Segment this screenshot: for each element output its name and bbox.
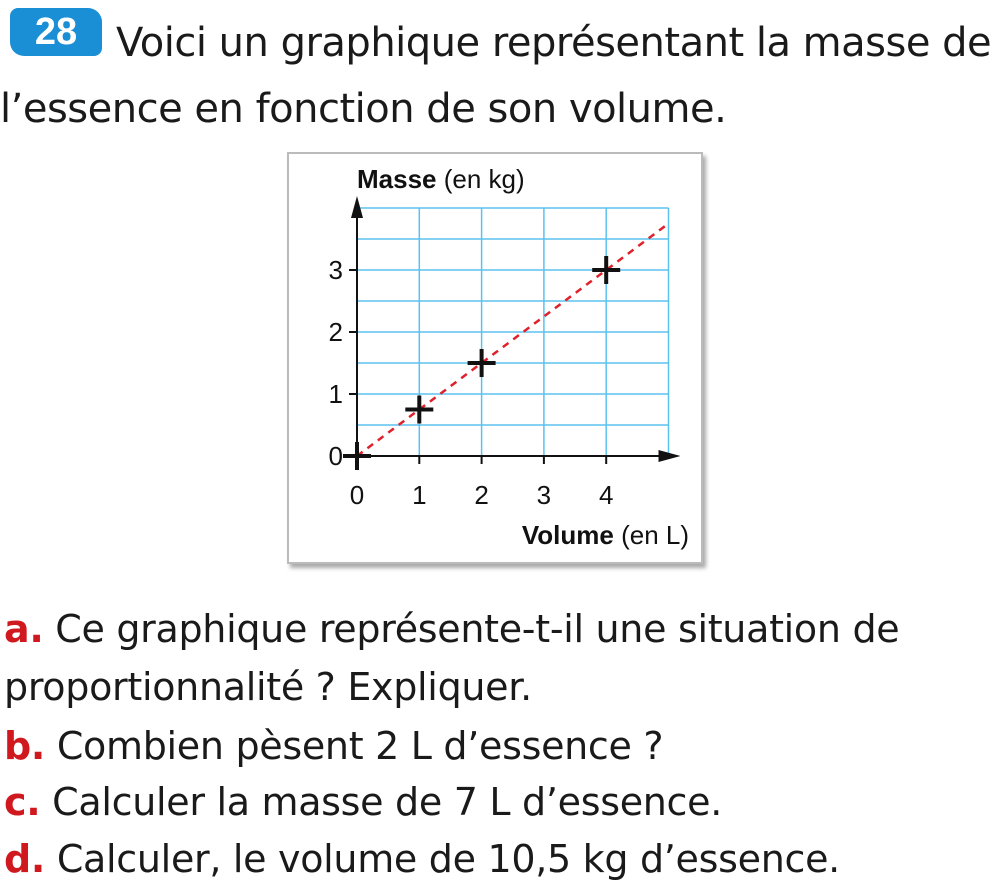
question-letter: d.	[4, 837, 46, 881]
question-letter: b.	[4, 724, 46, 768]
data-point-cross	[592, 256, 621, 284]
chart-frame: 0 1 2 3 4 0 1 2 3 Masse (en kg) Volume (en L)	[287, 152, 703, 564]
question-b: b. Combien pèsent 2 L d’essence ?	[4, 717, 1000, 775]
y-axis-label-unit: (en kg)	[444, 164, 525, 194]
exercise-number-badge: 28	[10, 8, 102, 56]
x-tick-label: 4	[599, 480, 613, 510]
x-tick-label: 3	[537, 480, 551, 510]
x-tick-label: 1	[412, 480, 426, 510]
x-axis-label: Volume (en L)	[522, 520, 689, 550]
mass-volume-chart: 0 1 2 3 4 0 1 2 3 Masse (en kg) Volume (en L)	[329, 164, 689, 550]
y-tick-label: 3	[329, 255, 343, 285]
question-a: a. Ce graphique représente-t-il une situ…	[4, 600, 1000, 716]
question-text: Ce graphique représente-t-il une situati…	[4, 607, 900, 709]
data-point-cross	[405, 395, 434, 424]
x-tick-label: 2	[474, 480, 488, 510]
y-tick-label: 2	[329, 317, 343, 347]
x-axis-arrow-icon	[658, 450, 681, 462]
y-tick-label: 1	[329, 379, 343, 409]
data-point-cross	[343, 442, 371, 470]
question-letter: a.	[4, 607, 44, 651]
question-letter: c.	[4, 780, 41, 824]
x-axis-label-unit: (en L)	[621, 520, 689, 550]
x-tick-label: 0	[350, 480, 364, 510]
intro-text: Voici un graphique représentant la masse…	[0, 20, 992, 132]
question-text: Calculer, le volume de 10,5 kg d’essence…	[56, 837, 840, 881]
y-tick-label: 0	[329, 441, 343, 471]
question-text: Combien pèsent 2 L d’essence ?	[56, 724, 664, 768]
question-c: c. Calculer la masse de 7 L d’essence.	[4, 773, 1000, 831]
x-axis-label-bold: Volume	[522, 520, 614, 550]
y-axis-label-bold: Masse	[357, 164, 437, 194]
y-axis-arrow-icon	[351, 196, 363, 218]
data-point-cross	[467, 349, 496, 377]
question-text: Calculer la masse de 7 L d’essence.	[52, 780, 723, 824]
question-d: d. Calculer, le volume de 10,5 kg d’esse…	[4, 830, 1000, 888]
y-axis-label: Masse (en kg)	[357, 164, 525, 194]
exercise-intro: Voici un graphique représentant la masse…	[0, 10, 1000, 142]
trend-line	[356, 222, 670, 458]
